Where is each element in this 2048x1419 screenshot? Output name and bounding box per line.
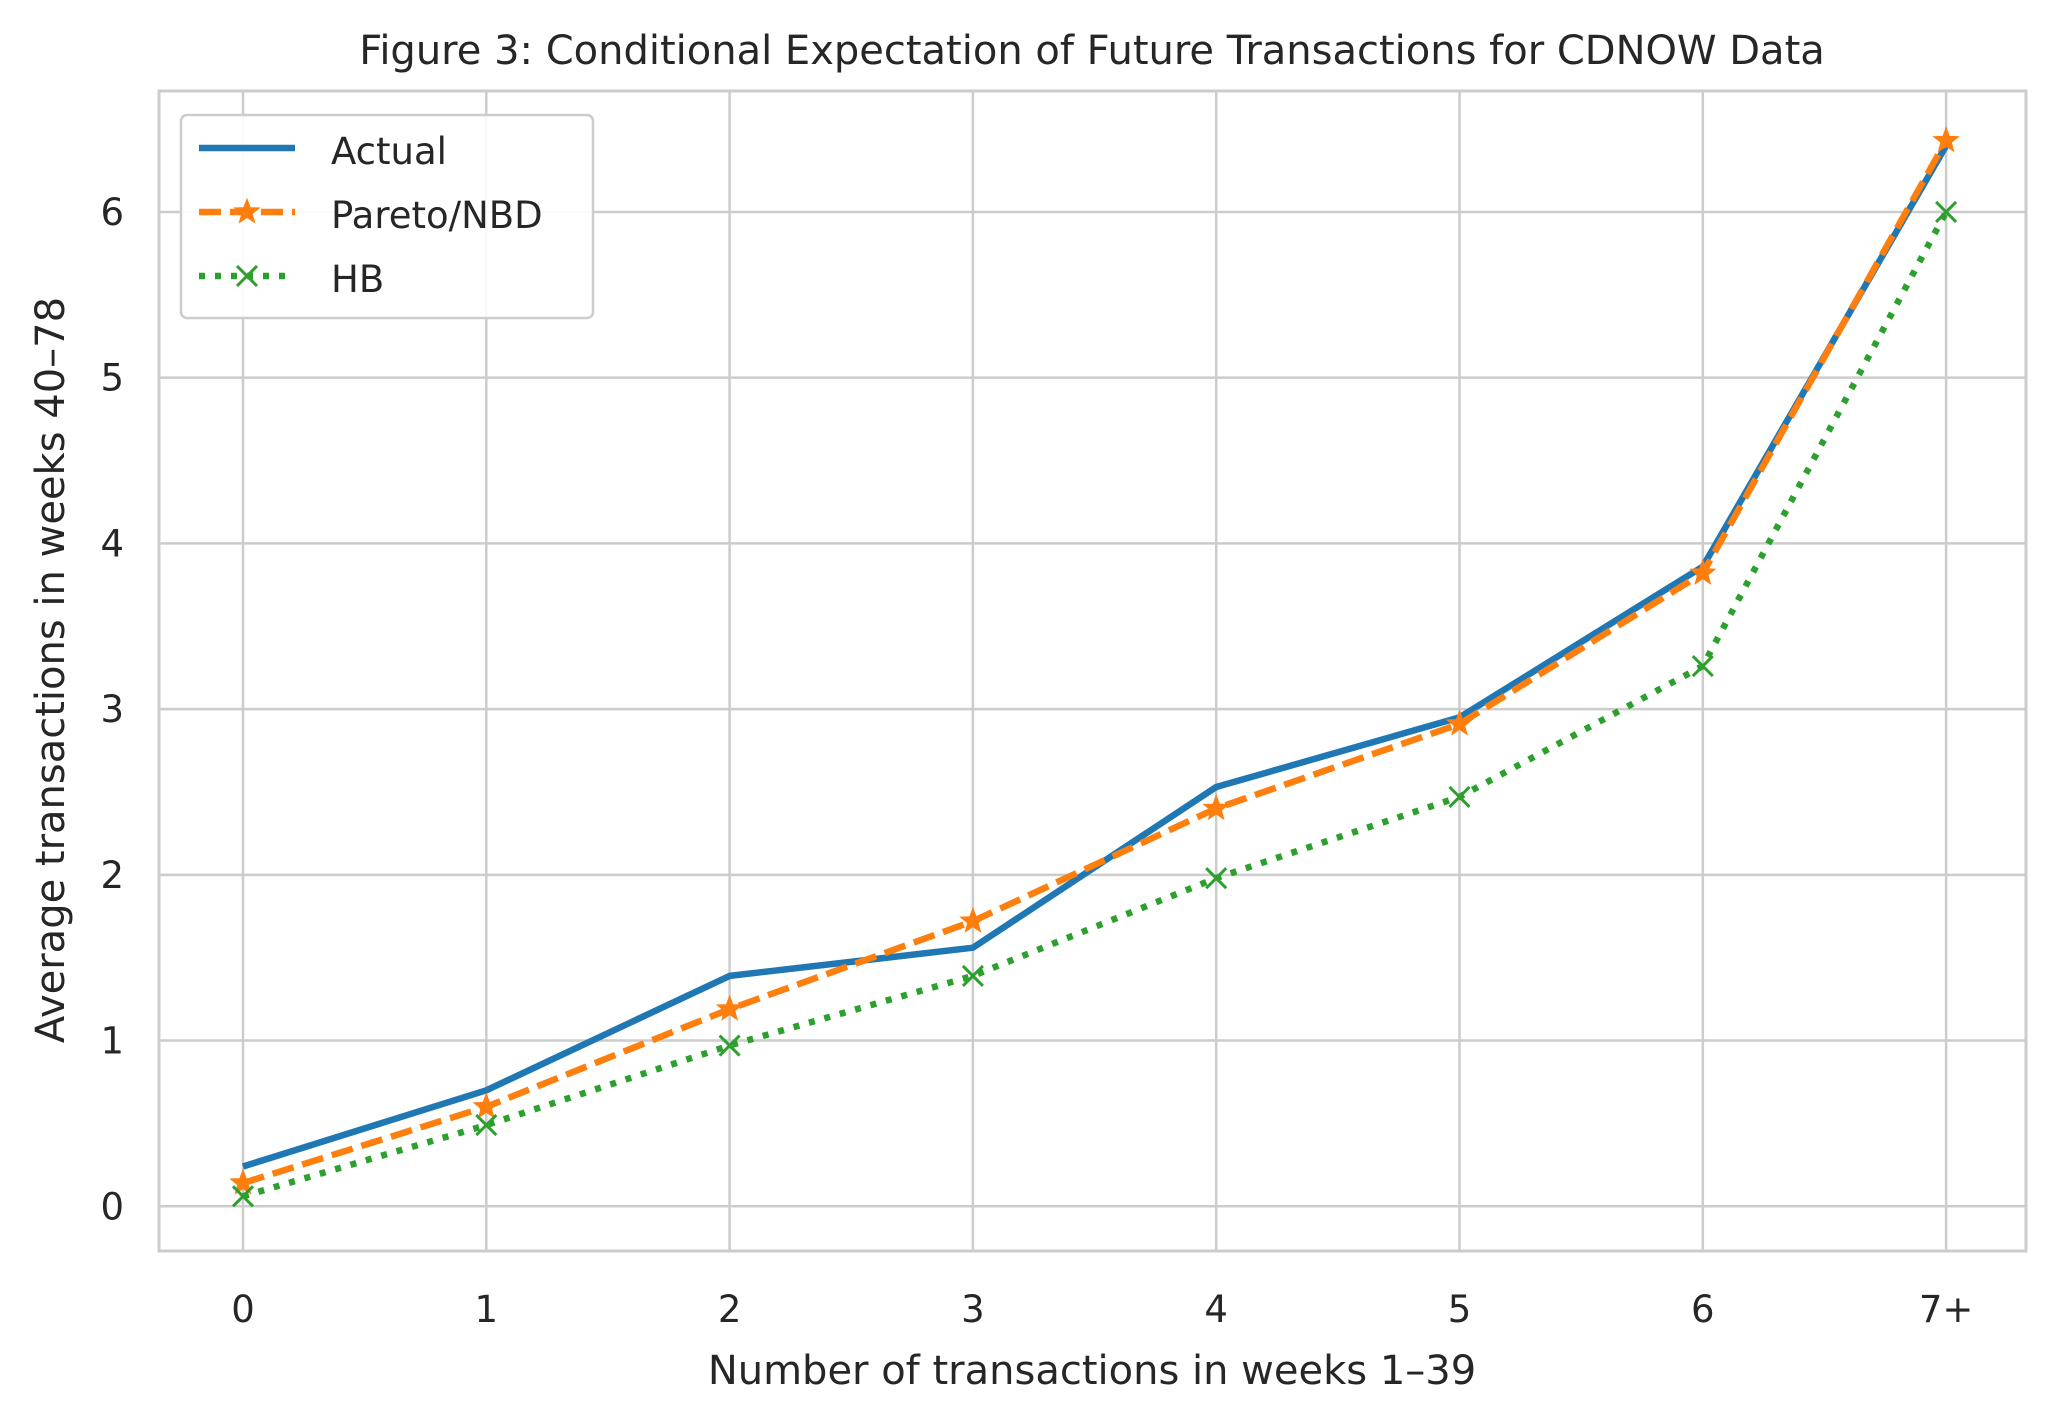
data-point <box>1689 558 1717 585</box>
chart-title: Figure 3: Conditional Expectation of Fut… <box>359 28 1825 74</box>
data-point <box>715 994 744 1021</box>
data-point <box>1932 126 1960 153</box>
x-tick-label: 5 <box>1448 1288 1472 1331</box>
data-point <box>1205 867 1228 890</box>
data-point <box>1202 794 1230 821</box>
data-point <box>1935 200 1958 224</box>
data-point <box>718 1034 741 1057</box>
legend: Actual Pareto/NBD HB <box>179 113 595 320</box>
data-point <box>1448 785 1471 809</box>
y-tick-label: 6 <box>100 191 124 234</box>
series-hb <box>231 200 1958 1208</box>
y-tick-label: 1 <box>100 1020 124 1063</box>
legend-marker-pareto-nbd <box>233 197 261 224</box>
y-tick-label: 5 <box>100 357 124 400</box>
x-axis-title: Number of transactions in weeks 1–39 <box>708 1348 1476 1394</box>
x-tick-label: 6 <box>1691 1288 1715 1331</box>
x-tick-label: 2 <box>718 1288 742 1331</box>
x-tick-label: 7+ <box>1919 1288 1974 1331</box>
data-point <box>231 1185 255 1208</box>
x-tick-label: 0 <box>231 1288 255 1331</box>
data-point <box>1445 709 1474 736</box>
legend-label-pareto-nbd: Pareto/NBD <box>331 194 543 237</box>
data-point <box>959 906 987 933</box>
x-tick-label: 1 <box>475 1288 499 1331</box>
y-axis-title: Average transactions in weeks 40–78 <box>28 297 74 1043</box>
y-tick-label: 2 <box>100 854 124 897</box>
series-line <box>242 139 1949 1187</box>
y-tick-label: 0 <box>100 1185 124 1228</box>
legend-box <box>179 113 595 320</box>
tick-labels: 0 1 2 3 4 5 6 7+ 0 1 2 3 4 5 6 <box>100 191 1973 1331</box>
legend-label-actual: Actual <box>331 130 447 173</box>
data-point <box>475 1113 498 1137</box>
y-tick-label: 4 <box>100 522 124 565</box>
grid <box>159 91 2026 1251</box>
data-point <box>472 1092 501 1119</box>
series-pareto-nbd <box>229 126 1960 1195</box>
x-tick-label: 3 <box>961 1288 985 1331</box>
legend-label-hb: HB <box>331 258 384 301</box>
legend-marker-hb <box>235 264 259 288</box>
plot-frame <box>157 89 2028 1253</box>
y-tick-label: 3 <box>100 688 124 731</box>
x-tick-label: 4 <box>1204 1288 1228 1331</box>
series-layer <box>229 126 1960 1208</box>
legend-samples <box>199 144 295 288</box>
data-point <box>229 1168 257 1195</box>
data-point <box>1691 654 1714 678</box>
data-point <box>961 964 984 987</box>
